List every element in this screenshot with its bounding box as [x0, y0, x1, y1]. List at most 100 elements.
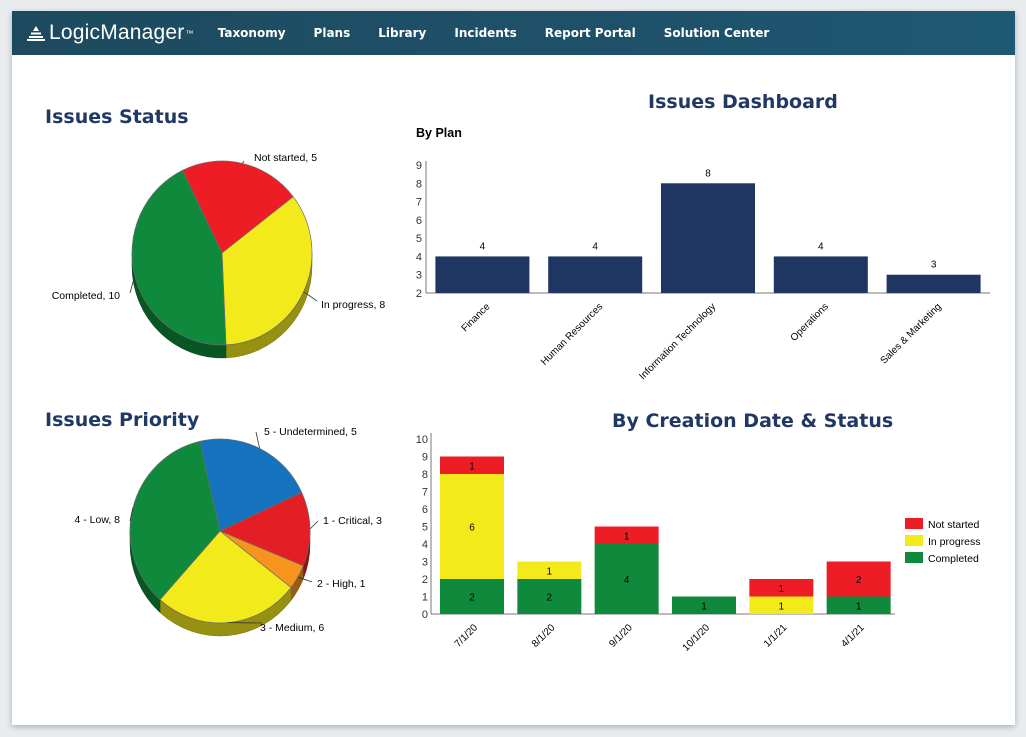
logo-text: LogicManager — [49, 21, 185, 44]
by-plan-bar — [435, 256, 530, 293]
stacked-bar-data-label: 1 — [701, 601, 707, 612]
by-creation-y-tick: 7 — [422, 487, 428, 499]
stacked-bar-segment-not-started — [826, 561, 891, 597]
app-window: LogicManager ™ Taxonomy Plans Library Inc… — [12, 11, 1015, 725]
by-creation-y-tick: 2 — [422, 574, 428, 586]
top-nav-bar: LogicManager ™ Taxonomy Plans Library Inc… — [12, 11, 1015, 55]
issues-dashboard-title: Issues Dashboard — [648, 91, 838, 113]
by-plan-data-label: 4 — [592, 241, 598, 252]
nav-plans[interactable]: Plans — [313, 26, 351, 40]
pie-slice-label: In progress, 8 — [321, 299, 385, 311]
logo-trademark: ™ — [185, 28, 194, 38]
legend-label: In progress — [928, 536, 981, 548]
pie-leader-line — [129, 508, 134, 522]
by-plan-bar — [661, 183, 755, 293]
by-creation-y-tick: 10 — [416, 434, 428, 446]
by-creation-category-label: 7/1/20 — [453, 622, 481, 650]
nav-taxonomy[interactable]: Taxonomy — [217, 26, 286, 40]
by-plan-subtitle: By Plan — [416, 126, 462, 140]
nav-library[interactable]: Library — [378, 26, 427, 40]
stacked-bar-segment-completed — [594, 544, 659, 614]
pie-leader-line — [303, 291, 318, 302]
by-creation-y-tick: 9 — [422, 452, 428, 464]
by-plan-data-label: 8 — [705, 168, 711, 179]
main-nav: Taxonomy Plans Library Incidents Report … — [218, 26, 798, 40]
stacked-bar-segment-in-progress — [440, 474, 504, 579]
pie-leader-line — [242, 160, 245, 164]
stacked-bar-data-label: 1 — [779, 601, 785, 612]
issues-priority-title: Issues Priority — [45, 409, 200, 431]
by-creation-y-tick: 5 — [422, 522, 428, 534]
by-plan-y-tick: 5 — [416, 233, 422, 245]
by-plan-y-tick: 9 — [416, 160, 422, 172]
by-plan-data-label: 4 — [480, 241, 486, 252]
by-creation-stacked-chart: 0 1 2 3 4 5 6 7 8 9 10 2 6 1 7/1/20 2 1 8/1/20 4 1 9/1/20 1 10… — [416, 433, 981, 654]
pie-slice-4-low — [129, 440, 221, 601]
nav-solution-center[interactable]: Solution Center — [663, 26, 770, 40]
pie-slice-label: 1 - Critical, 3 — [323, 515, 382, 527]
stacked-bar-data-label: 1 — [856, 601, 862, 612]
by-plan-category-label: Operations — [789, 301, 831, 343]
stacked-bar-segment-not-started — [440, 456, 504, 474]
by-creation-y-tick: 6 — [422, 504, 428, 516]
stacked-bar-data-label: 2 — [856, 575, 862, 586]
by-plan-category-label: Finance — [460, 301, 493, 334]
by-plan-y-tick: 3 — [416, 270, 422, 282]
stacked-bar-segment-completed — [826, 596, 891, 614]
by-creation-category-label: 8/1/20 — [530, 622, 558, 650]
stacked-bar-data-label: 4 — [624, 575, 630, 586]
by-plan-bar — [886, 274, 981, 293]
issues-priority-pie: 5 - Undetermined, 5 1 - Critical, 3 2 - Hi… — [74, 426, 382, 637]
pie-slice-3-medium — [159, 530, 292, 624]
by-creation-y-tick: 0 — [422, 609, 428, 621]
legend-swatch — [905, 535, 923, 546]
logo-icon — [27, 26, 45, 41]
issues-status-pie: Not started, 5 In progress, 8 Completed, 1… — [52, 152, 385, 359]
stacked-bar-data-label: 2 — [547, 593, 553, 604]
legend-label: Completed — [928, 553, 979, 565]
stacked-bar-data-label: 1 — [624, 531, 630, 542]
nav-report-portal[interactable]: Report Portal — [544, 26, 636, 40]
by-creation-y-tick: 8 — [422, 469, 428, 481]
stacked-bar-segment-completed — [517, 579, 582, 614]
issues-status-title: Issues Status — [45, 106, 189, 128]
by-creation-title: By Creation Date & Status — [612, 410, 894, 432]
by-creation-y-tick: 4 — [422, 539, 428, 551]
pie-slice-label: 4 - Low, 8 — [74, 514, 120, 526]
stacked-bar-data-label: 1 — [469, 461, 475, 472]
stacked-bar-segment-not-started — [749, 579, 814, 597]
by-plan-category-label: Information Technology — [637, 301, 718, 382]
by-plan-bar — [548, 256, 643, 293]
by-creation-legend: Not started In progress Completed — [905, 518, 981, 565]
pie-slice-label: 3 - Medium, 6 — [260, 622, 324, 634]
by-plan-bar — [773, 256, 868, 293]
legend-swatch — [905, 552, 923, 563]
by-creation-y-tick: 3 — [422, 557, 428, 569]
by-creation-category-label: 10/1/20 — [681, 622, 713, 654]
pie-slice-label: Completed, 10 — [52, 290, 120, 302]
by-plan-data-label: 3 — [931, 260, 937, 271]
stacked-bar-segment-completed — [672, 596, 736, 614]
by-creation-category-label: 1/1/21 — [762, 622, 790, 650]
pie-slice-label: 5 - Undetermined, 5 — [264, 426, 357, 438]
stacked-bar-segment-completed — [440, 579, 504, 614]
legend-swatch — [905, 518, 923, 529]
by-plan-category-label: Human Resources — [539, 301, 605, 367]
pie-leader-line — [297, 576, 313, 583]
legend-label: Not started — [928, 519, 980, 531]
stacked-bar-data-label: 1 — [779, 584, 785, 595]
stacked-bar-data-label: 1 — [547, 566, 553, 577]
pie-leader-line — [255, 431, 261, 449]
by-plan-y-tick: 6 — [416, 215, 422, 227]
dashboard-charts: Not started, 5 In progress, 8 Completed, 1… — [52, 126, 990, 654]
pie-slice-completed — [131, 169, 227, 346]
pie-slice-label: 2 - High, 1 — [317, 578, 366, 590]
by-creation-y-tick: 1 — [422, 592, 428, 604]
by-plan-bar-chart: By Plan 2 3 4 5 6 7 8 9 4 Finance 4 Human Resources 8… — [416, 126, 990, 382]
by-plan-category-label: Sales & Marketing — [879, 301, 944, 366]
nav-incidents[interactable]: Incidents — [454, 26, 517, 40]
stacked-bar-segment-in-progress — [517, 561, 582, 579]
pie-leader-line — [129, 275, 136, 294]
pie-slice-label: Not started, 5 — [254, 152, 317, 164]
logicmanager-logo[interactable]: LogicManager ™ — [27, 21, 194, 45]
